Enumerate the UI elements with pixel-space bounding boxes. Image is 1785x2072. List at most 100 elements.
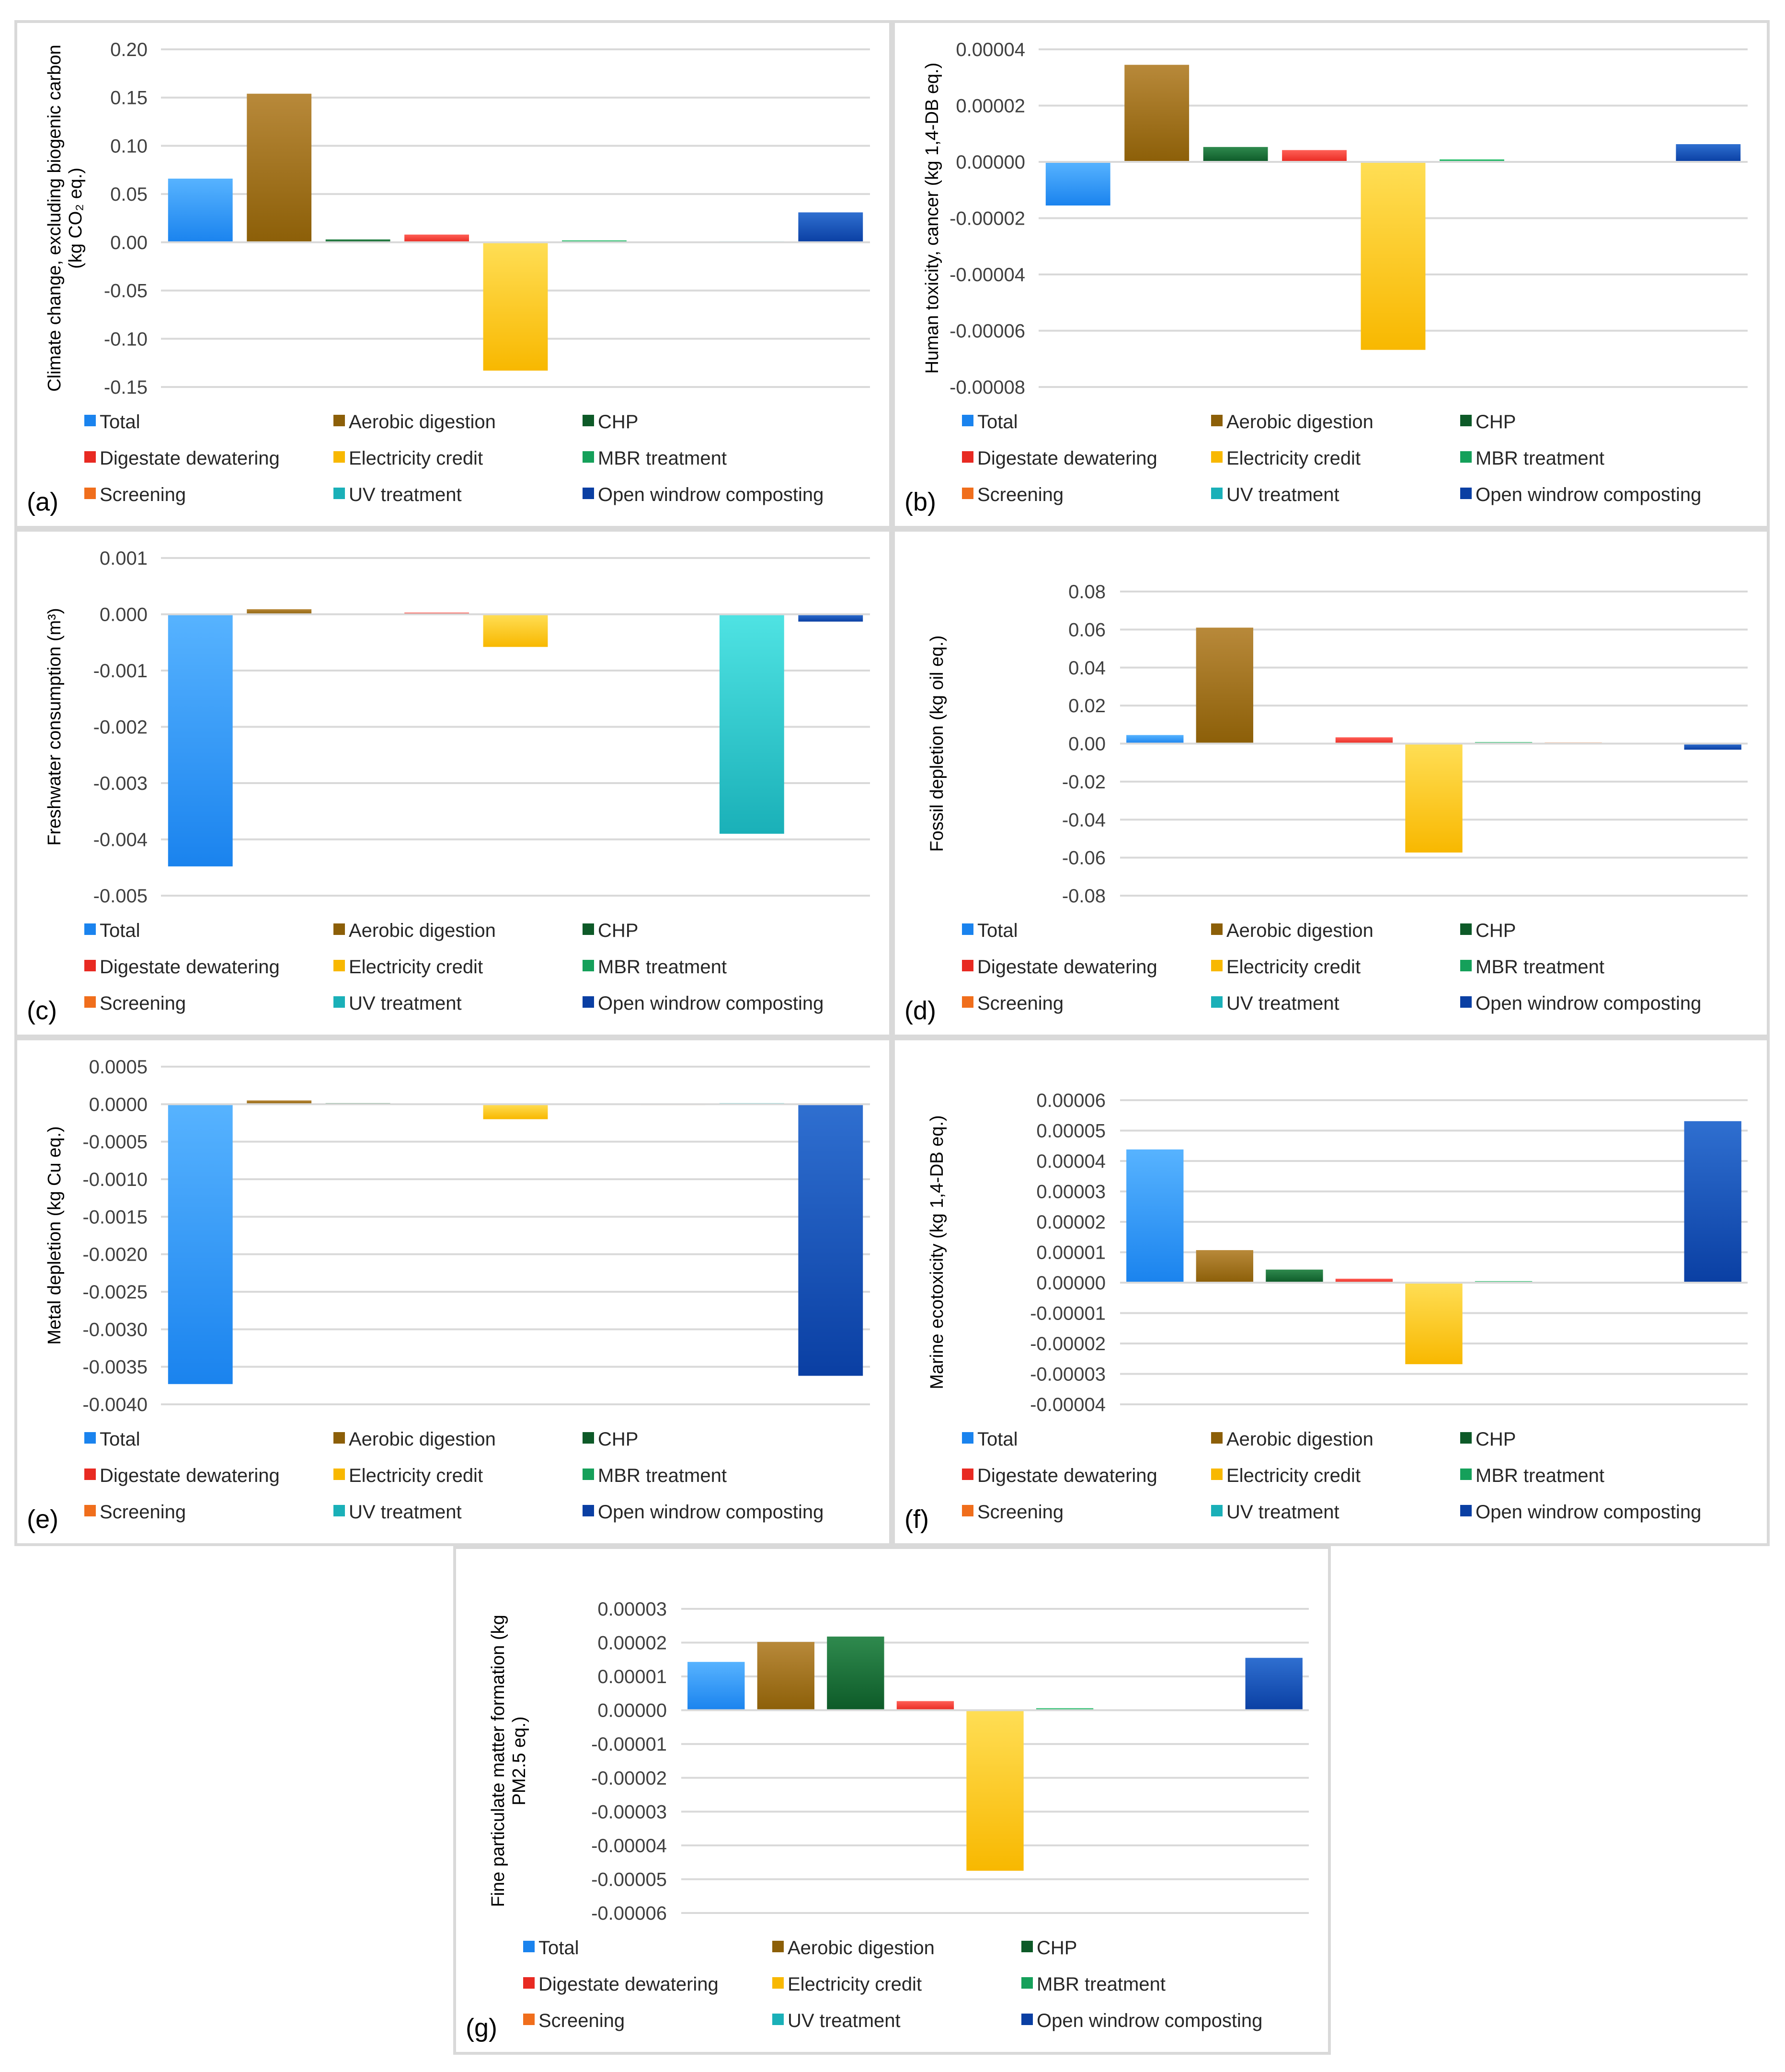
legend-swatch-open-windrow-composting — [1460, 996, 1472, 1008]
legend-swatch-screening — [962, 488, 973, 499]
legend-label-total: Total — [100, 1429, 140, 1450]
legend-swatch-aerobic-digestion — [772, 1941, 784, 1952]
y-tick-label: -0.10 — [104, 329, 148, 350]
legend-label-mbr-treatment: MBR treatment — [598, 448, 727, 469]
legend-swatch-digestate-dewatering — [962, 451, 973, 463]
legend-swatch-open-windrow-composting — [1021, 2014, 1033, 2025]
legend-label-screening: Screening — [977, 1502, 1064, 1523]
y-tick-label: 0.001 — [100, 548, 148, 569]
legend-swatch-screening — [84, 1505, 96, 1516]
legend-swatch-total — [84, 415, 96, 426]
panel-label: (g) — [466, 2014, 497, 2042]
y-tick-label: -0.003 — [93, 773, 148, 794]
chart-panel-a: -0.15 -0.10 -0.05 0.00 0.05 0.10 0.15 0.20 Clima… — [14, 20, 892, 529]
legend-label-mbr-treatment: MBR treatment — [1476, 1465, 1604, 1486]
chart-panel-g: -0.00006 -0.00005 -0.00004 -0.00003 -0.00002… — [453, 1546, 1331, 2055]
y-tick-label: -0.00002 — [950, 208, 1025, 229]
y-tick-label: -0.08 — [1062, 886, 1106, 907]
legend-swatch-digestate-dewatering — [84, 451, 96, 463]
y-tick-label: 0.00004 — [956, 39, 1025, 60]
y-axis-label-line: Fine particulate matter formation (kg — [488, 1615, 508, 1907]
y-axis-label-line: Marine ecotoxicity (kg 1,4-DB eq.) — [927, 1115, 947, 1389]
legend-swatch-digestate-dewatering — [523, 1977, 535, 1989]
chart-panel-c: -0.005 -0.004 -0.003 -0.002 -0.001 0.000 0.001… — [14, 529, 892, 1037]
y-tick-label: -0.15 — [104, 377, 148, 398]
y-tick-label: -0.00005 — [591, 1869, 667, 1890]
bar-total — [1045, 162, 1110, 206]
legend-swatch-uv-treatment — [772, 2014, 784, 2025]
bar-total — [1126, 735, 1184, 744]
legend-swatch-mbr-treatment — [1021, 1977, 1033, 1989]
y-tick-label: 0.00000 — [1036, 1273, 1106, 1294]
legend-swatch-electricity-credit — [1211, 960, 1223, 971]
legend-label-mbr-treatment: MBR treatment — [1476, 956, 1604, 978]
y-axis-label: Fine particulate matter formation (kgPM2… — [488, 1615, 529, 1907]
bar-aerobic-digestion — [1124, 65, 1190, 162]
y-tick-label: -0.00006 — [950, 321, 1025, 342]
chart-panel-d: -0.08 -0.06 -0.04 -0.02 0.00 0.02 0.04 0.06 0.08… — [892, 529, 1770, 1037]
bar-mbr-treatment — [562, 240, 627, 242]
chart-svg-c: -0.005 -0.004 -0.003 -0.002 -0.001 0.000 0.001… — [27, 548, 870, 1025]
legend-label-uv-treatment: UV treatment — [1226, 993, 1339, 1014]
chart-panel-b: -0.00008 -0.00006 -0.00004 -0.00002 0.00000 0… — [892, 20, 1770, 529]
y-axis-label: Freshwater consumption (m³) — [45, 608, 65, 845]
y-axis-label: Climate change, excluding biogenic carbo… — [45, 45, 86, 392]
legend-label-digestate-dewatering: Digestate dewatering — [977, 1465, 1157, 1486]
legend-swatch-total — [84, 1432, 96, 1444]
y-tick-label: -0.00001 — [591, 1734, 667, 1755]
legend-label-aerobic-digestion: Aerobic digestion — [1226, 1429, 1373, 1450]
bar-electricity-credit — [1361, 162, 1426, 350]
bar-open-windrow-composting — [1676, 144, 1741, 162]
bar-digestate-dewatering — [896, 1701, 954, 1710]
y-axis-label-line: Metal depletion (kg Cu eq.) — [45, 1126, 65, 1344]
legend-swatch-aerobic-digestion — [1211, 415, 1223, 426]
bar-electricity-credit — [1405, 1283, 1463, 1365]
bar-open-windrow-composting — [798, 212, 863, 242]
panel-label: (a) — [27, 488, 58, 516]
legend-label-total: Total — [100, 411, 140, 433]
bar-open-windrow-composting — [1684, 1121, 1741, 1283]
legend-swatch-aerobic-digestion — [333, 1432, 345, 1444]
legend-label-digestate-dewatering: Digestate dewatering — [977, 448, 1157, 469]
y-tick-label: -0.00008 — [950, 377, 1025, 398]
legend-label-open-windrow-composting: Open windrow composting — [598, 1502, 824, 1523]
legend-label-aerobic-digestion: Aerobic digestion — [349, 920, 496, 941]
legend-swatch-mbr-treatment — [1460, 1469, 1472, 1480]
y-tick-label: -0.0015 — [82, 1207, 148, 1228]
bar-aerobic-digestion — [1196, 1250, 1254, 1283]
y-tick-label: 0.000 — [100, 604, 148, 626]
legend-swatch-chp — [1460, 415, 1472, 426]
bar-aerobic-digestion — [247, 609, 312, 615]
legend-swatch-screening — [962, 996, 973, 1008]
bar-chp — [325, 239, 390, 242]
legend-swatch-screening — [84, 996, 96, 1008]
legend-swatch-digestate-dewatering — [962, 1469, 973, 1480]
legend-label-open-windrow-composting: Open windrow composting — [598, 993, 824, 1014]
legend-swatch-screening — [962, 1505, 973, 1516]
y-tick-label: -0.002 — [93, 717, 148, 738]
legend-label-chp: CHP — [1476, 411, 1516, 433]
y-tick-label: 0.00006 — [1036, 1090, 1106, 1111]
legend-label-electricity-credit: Electricity credit — [1226, 1465, 1361, 1486]
legend-swatch-chp — [583, 923, 594, 935]
legend-swatch-chp — [1460, 1432, 1472, 1444]
legend-label-chp: CHP — [1476, 920, 1516, 941]
bar-aerobic-digestion — [1196, 627, 1254, 744]
legend-swatch-electricity-credit — [1211, 1469, 1223, 1480]
y-tick-label: -0.02 — [1062, 772, 1106, 793]
legend-label-chp: CHP — [598, 920, 638, 941]
chart-svg-b: -0.00008 -0.00006 -0.00004 -0.00002 0.00000 0… — [904, 39, 1748, 516]
y-tick-label: -0.04 — [1062, 809, 1106, 831]
legend-label-uv-treatment: UV treatment — [1226, 1502, 1339, 1523]
bar-total — [687, 1662, 745, 1710]
bar-chp — [1266, 1269, 1323, 1283]
panel-label: (d) — [904, 996, 936, 1025]
y-tick-label: -0.00006 — [591, 1903, 667, 1924]
y-tick-label: -0.004 — [93, 830, 148, 851]
y-tick-label: 0.00000 — [956, 152, 1025, 173]
y-tick-label: -0.0035 — [82, 1357, 148, 1378]
y-tick-label: 0.00000 — [597, 1700, 667, 1721]
y-axis-label-line: Freshwater consumption (m³) — [45, 608, 65, 845]
y-tick-label: -0.0005 — [82, 1132, 148, 1153]
legend-swatch-uv-treatment — [1211, 488, 1223, 499]
